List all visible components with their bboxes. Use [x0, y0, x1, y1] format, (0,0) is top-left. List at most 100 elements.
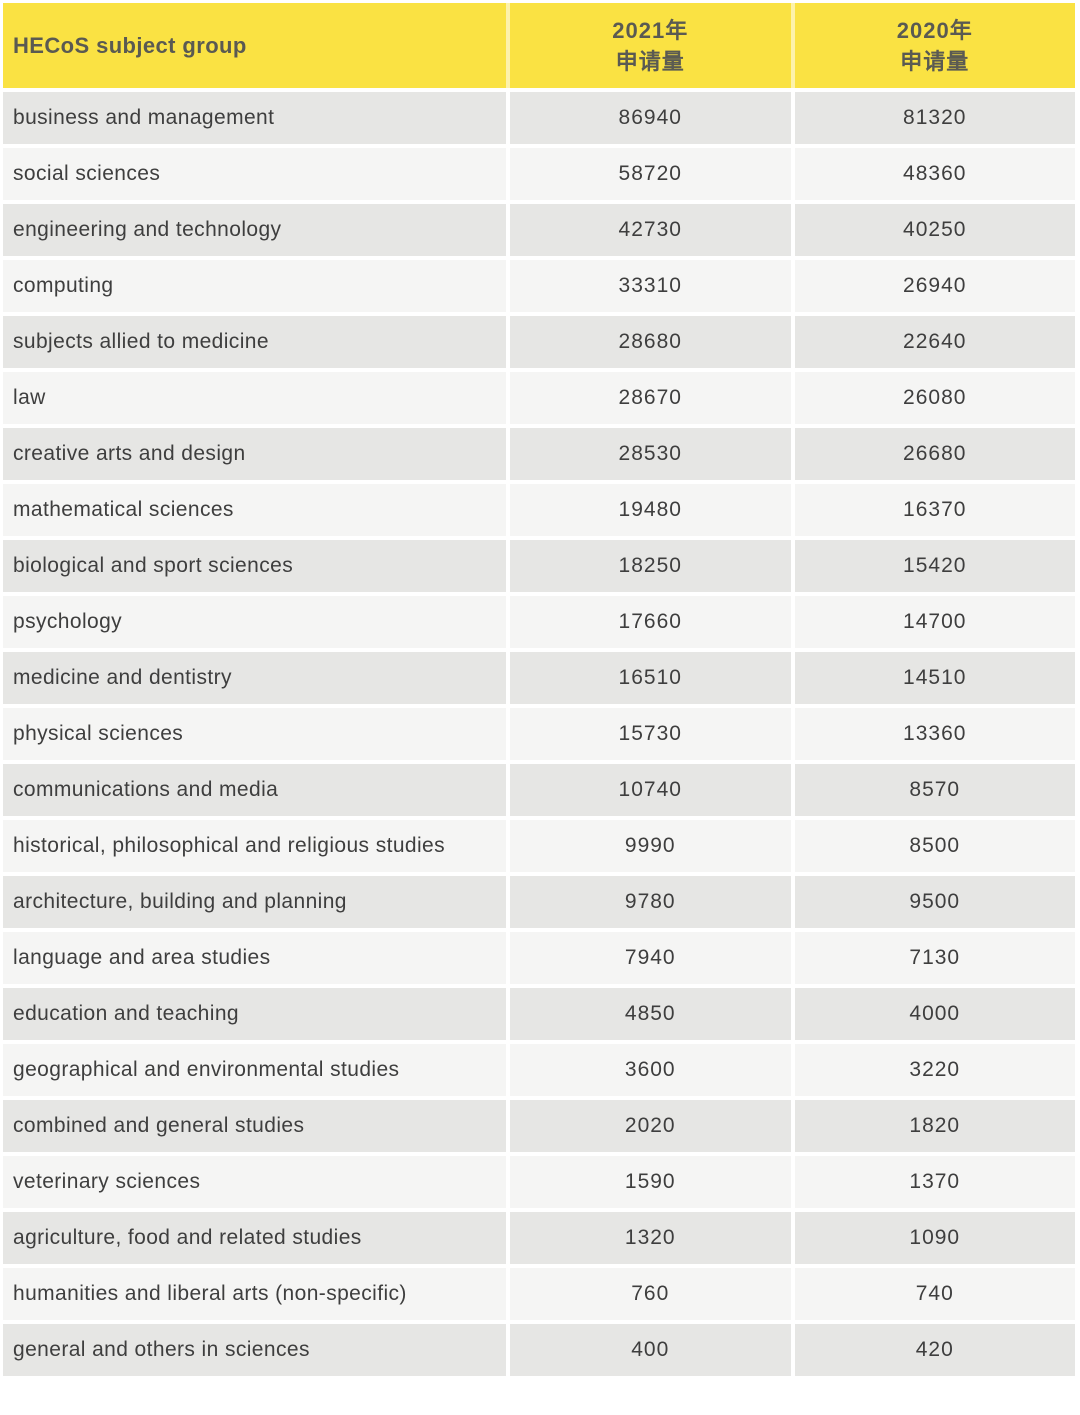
value-2021-cell: 28670	[506, 372, 791, 424]
subject-cell: social sciences	[13, 162, 161, 185]
table-row: general and others in sciences 400 420	[3, 1320, 1075, 1376]
value-2021-cell: 4850	[506, 988, 791, 1040]
table-row: architecture, building and planning 9780…	[3, 872, 1075, 928]
value-2021-cell: 10740	[506, 764, 791, 816]
subject-cell: education and teaching	[13, 1002, 239, 1025]
subject-cell: combined and general studies	[13, 1114, 305, 1137]
value-2021-cell: 28530	[506, 428, 791, 480]
value-2021-cell: 1590	[506, 1156, 791, 1208]
value-2021-cell: 9780	[506, 876, 791, 928]
table-row: social sciences 58720 48360	[3, 144, 1075, 200]
value-2020-cell: 1370	[790, 1156, 1076, 1208]
value-2021-cell: 16510	[506, 652, 791, 704]
subject-cell: general and others in sciences	[13, 1338, 310, 1361]
table-row: historical, philosophical and religious …	[3, 816, 1075, 872]
subject-cell: biological and sport sciences	[13, 554, 294, 577]
value-2020-cell: 13360	[790, 708, 1076, 760]
subject-cell: humanities and liberal arts (non-specifi…	[13, 1282, 407, 1305]
value-2020-cell: 22640	[790, 316, 1076, 368]
header-2020-label: 申请量	[900, 48, 970, 74]
value-2021-cell: 760	[506, 1268, 791, 1320]
header-subject-group: HECoS subject group	[3, 3, 506, 88]
table-row: physical sciences 15730 13360	[3, 704, 1075, 760]
table-row: subjects allied to medicine 28680 22640	[3, 312, 1075, 368]
table-row: humanities and liberal arts (non-specifi…	[3, 1264, 1075, 1320]
value-2020-cell: 1090	[790, 1212, 1076, 1264]
value-2020-cell: 8500	[790, 820, 1076, 872]
subject-cell: business and management	[13, 106, 275, 129]
value-2020-cell: 16370	[790, 484, 1076, 536]
table-row: communications and media 10740 8570	[3, 760, 1075, 816]
value-2021-cell: 2020	[506, 1100, 791, 1152]
header-2021-applications: 2021年 申请量	[506, 3, 791, 88]
subject-cell: agriculture, food and related studies	[13, 1226, 362, 1249]
table-row: psychology 17660 14700	[3, 592, 1075, 648]
subject-cell: geographical and environmental studies	[13, 1058, 400, 1081]
table-row: engineering and technology 42730 40250	[3, 200, 1075, 256]
subject-cell: veterinary sciences	[13, 1170, 201, 1193]
value-2021-cell: 19480	[506, 484, 791, 536]
table-row: biological and sport sciences 18250 1542…	[3, 536, 1075, 592]
table-row: computing 33310 26940	[3, 256, 1075, 312]
value-2020-cell: 420	[790, 1324, 1076, 1376]
value-2021-cell: 58720	[506, 148, 791, 200]
value-2020-cell: 26940	[790, 260, 1076, 312]
subject-cell: law	[13, 386, 46, 409]
value-2020-cell: 9500	[790, 876, 1076, 928]
value-2020-cell: 4000	[790, 988, 1076, 1040]
value-2020-cell: 81320	[790, 92, 1076, 144]
table-row: education and teaching 4850 4000	[3, 984, 1075, 1040]
table-body: business and management 86940 81320 soci…	[3, 88, 1075, 1376]
value-2020-cell: 14700	[790, 596, 1076, 648]
value-2021-cell: 42730	[506, 204, 791, 256]
table-header-row: HECoS subject group 2021年 申请量 2020年 申请量	[3, 3, 1075, 88]
subject-cell: medicine and dentistry	[13, 666, 232, 689]
value-2020-cell: 26080	[790, 372, 1076, 424]
value-2021-cell: 17660	[506, 596, 791, 648]
value-2020-cell: 8570	[790, 764, 1076, 816]
value-2020-cell: 26680	[790, 428, 1076, 480]
subject-cell: subjects allied to medicine	[13, 330, 269, 353]
subject-cell: psychology	[13, 610, 123, 633]
value-2020-cell: 48360	[790, 148, 1076, 200]
table-row: law 28670 26080	[3, 368, 1075, 424]
value-2020-cell: 7130	[790, 932, 1076, 984]
value-2020-cell: 3220	[790, 1044, 1076, 1096]
value-2020-cell: 740	[790, 1268, 1076, 1320]
header-2021-label: 申请量	[615, 48, 685, 74]
value-2021-cell: 15730	[506, 708, 791, 760]
value-2021-cell: 3600	[506, 1044, 791, 1096]
table-row: veterinary sciences 1590 1370	[3, 1152, 1075, 1208]
header-2021-year: 2021年	[612, 17, 689, 43]
header-2020-year: 2020年	[896, 17, 973, 43]
table-row: language and area studies 7940 7130	[3, 928, 1075, 984]
subject-cell: computing	[13, 274, 114, 297]
value-2020-cell: 15420	[790, 540, 1076, 592]
table-row: geographical and environmental studies 3…	[3, 1040, 1075, 1096]
value-2021-cell: 1320	[506, 1212, 791, 1264]
subject-cell: communications and media	[13, 778, 279, 801]
value-2020-cell: 40250	[790, 204, 1076, 256]
value-2021-cell: 9990	[506, 820, 791, 872]
value-2021-cell: 7940	[506, 932, 791, 984]
value-2021-cell: 18250	[506, 540, 791, 592]
table-row: mathematical sciences 19480 16370	[3, 480, 1075, 536]
subject-cell: architecture, building and planning	[13, 890, 347, 913]
value-2021-cell: 400	[506, 1324, 791, 1376]
subject-cell: engineering and technology	[13, 218, 282, 241]
applications-table: HECoS subject group 2021年 申请量 2020年 申请量 …	[3, 3, 1075, 1376]
table-row: medicine and dentistry 16510 14510	[3, 648, 1075, 704]
value-2021-cell: 33310	[506, 260, 791, 312]
value-2021-cell: 86940	[506, 92, 791, 144]
table-row: combined and general studies 2020 1820	[3, 1096, 1075, 1152]
value-2021-cell: 28680	[506, 316, 791, 368]
table-row: agriculture, food and related studies 13…	[3, 1208, 1075, 1264]
subject-cell: language and area studies	[13, 946, 271, 969]
header-2020-applications: 2020年 申请量	[790, 3, 1075, 88]
subject-cell: physical sciences	[13, 722, 184, 745]
value-2020-cell: 1820	[790, 1100, 1076, 1152]
table-row: creative arts and design 28530 26680	[3, 424, 1075, 480]
table-row: business and management 86940 81320	[3, 88, 1075, 144]
subject-cell: mathematical sciences	[13, 498, 234, 521]
